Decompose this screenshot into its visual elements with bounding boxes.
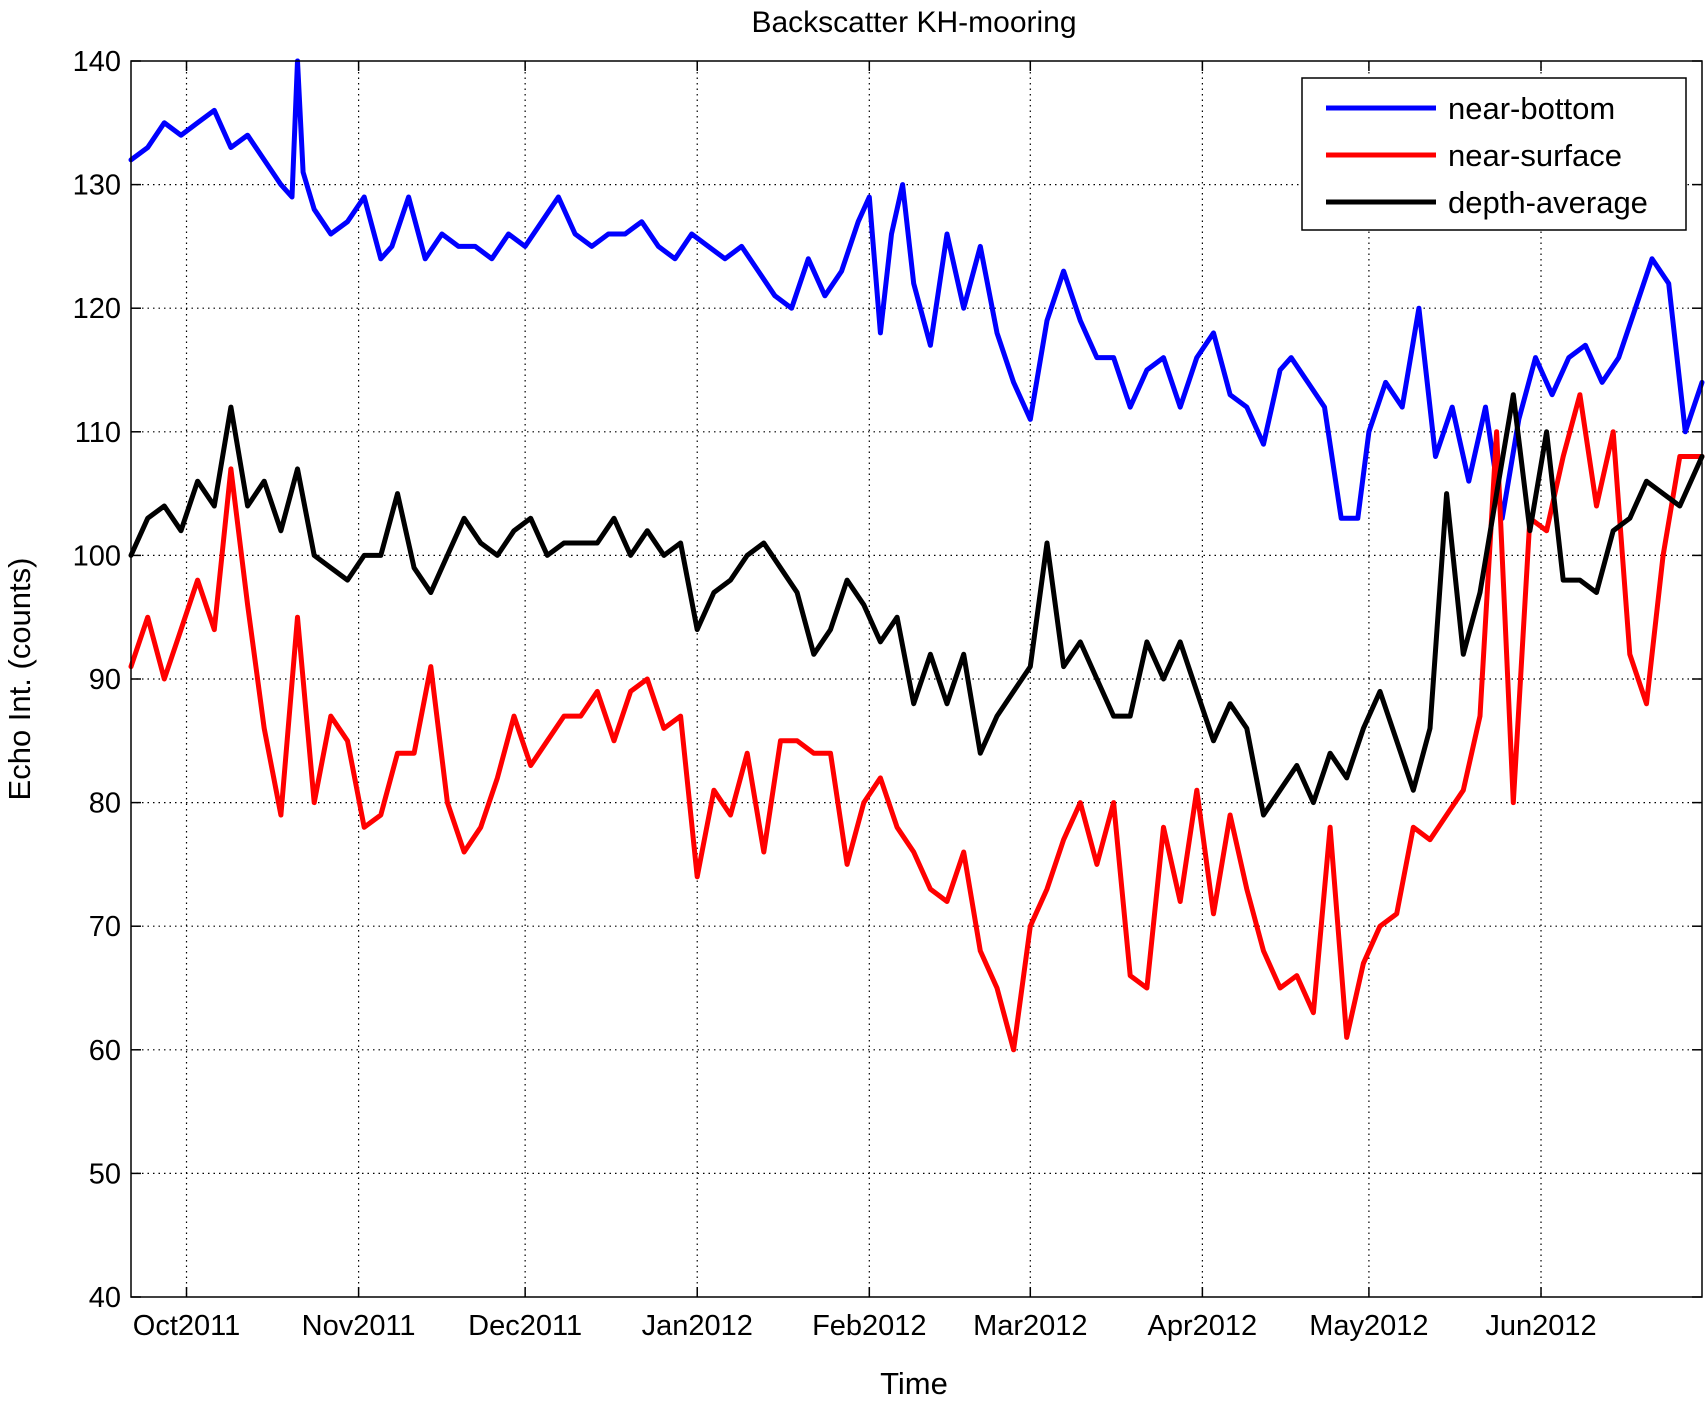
ticks: 40 50 60 70 80 90 100 110 120 130 140 Oct2011 Nov201… [73, 46, 1702, 1342]
legend-label: near-bottom [1448, 91, 1615, 126]
series-line-near-surface [128, 392, 1705, 1053]
plot-lines [128, 58, 1705, 1053]
x-tick-label: Dec2011 [468, 1310, 582, 1342]
legend-label: near-surface [1448, 138, 1622, 173]
y-tick-label: 140 [73, 46, 121, 78]
plot-area [131, 61, 1702, 1297]
series-line-depth-average [128, 392, 1705, 818]
y-tick-label: 80 [89, 788, 121, 820]
y-tick-label: 70 [89, 911, 121, 943]
x-tick-label: Apr2012 [1148, 1310, 1258, 1342]
y-tick-label: 60 [89, 1035, 121, 1067]
y-tick-label: 50 [89, 1158, 121, 1190]
legend-label: depth-average [1448, 185, 1648, 220]
x-axis-label: Time [880, 1366, 948, 1401]
y-tick-label: 40 [89, 1282, 121, 1314]
x-tick-label: Jan2012 [642, 1310, 753, 1342]
y-axis-label: Echo Int. (counts) [2, 558, 37, 801]
y-tick-label: 90 [89, 664, 121, 696]
x-tick-label: Mar2012 [973, 1310, 1087, 1342]
x-tick-label: Oct2011 [133, 1310, 240, 1342]
x-tick-label: Jun2012 [1485, 1310, 1596, 1342]
x-tick-label: May2012 [1309, 1310, 1428, 1342]
x-tick-label: Feb2012 [812, 1310, 927, 1342]
y-tick-label: 110 [75, 417, 121, 449]
legend: near-bottom near-surface depth-average [1301, 77, 1687, 231]
y-tick-label: 130 [73, 170, 121, 202]
series-line-near-bottom [128, 58, 1705, 521]
chart-title: Backscatter KH-mooring [751, 6, 1076, 39]
grid [131, 61, 1702, 1297]
x-tick-label: Nov2011 [302, 1310, 416, 1342]
y-tick-label: 100 [73, 540, 121, 572]
y-tick-label: 120 [73, 293, 121, 325]
